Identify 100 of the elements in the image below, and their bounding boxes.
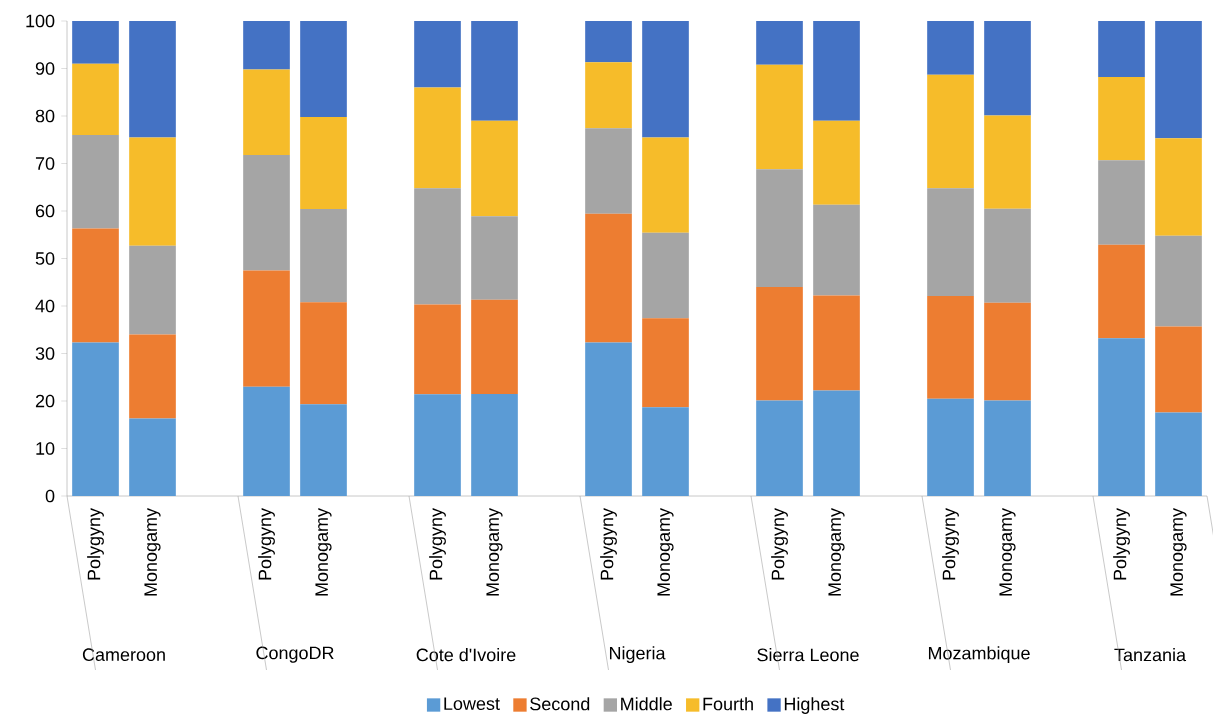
bar	[927, 296, 974, 399]
text: Cameroon	[82, 648, 165, 662]
y-tick-label: 90	[35, 62, 55, 75]
x-tick-label: Monogamy	[315, 508, 332, 596]
bar	[129, 137, 176, 246]
bar	[300, 404, 347, 497]
y-tick-label: 20	[35, 394, 55, 408]
bar	[813, 120, 860, 205]
bar	[984, 400, 1031, 497]
bar	[813, 204, 860, 296]
bar	[471, 21, 518, 121]
x-tick-label: Monogamy	[1170, 508, 1187, 596]
bar	[300, 209, 347, 303]
bar	[129, 245, 176, 335]
bar	[927, 21, 974, 75]
bar	[1155, 412, 1202, 497]
text: Cote d'Ivoire	[416, 648, 516, 662]
y-tick-label: 10	[36, 442, 55, 455]
bar	[300, 21, 347, 117]
bar	[471, 393, 518, 497]
bar	[642, 137, 689, 233]
y-tick-label: 80	[35, 109, 55, 123]
text: CongoDR	[256, 646, 334, 663]
bar	[642, 407, 689, 497]
bar	[756, 21, 803, 65]
y-tick-label: 0	[45, 489, 55, 503]
x-tick-label: Polygyny	[600, 508, 617, 580]
bar	[756, 64, 803, 170]
bar	[642, 232, 689, 319]
bar	[243, 69, 290, 155]
bar	[471, 299, 518, 394]
bar	[300, 302, 347, 405]
bar	[585, 21, 632, 63]
bar	[813, 21, 860, 121]
bar	[243, 270, 290, 387]
bar	[471, 216, 518, 300]
bar	[1098, 244, 1145, 339]
bar	[585, 128, 632, 214]
bar	[1155, 235, 1202, 327]
x-tick-label: Polygyny	[258, 508, 275, 580]
bar	[1098, 338, 1145, 497]
bar	[72, 21, 119, 64]
x-tick-label: Monogamy	[657, 508, 674, 596]
x-tick-label: Monogamy	[144, 508, 161, 596]
bar	[984, 21, 1031, 116]
bar	[642, 21, 689, 138]
bar	[1098, 160, 1145, 245]
bar	[984, 208, 1031, 303]
y-tick-label: 50	[35, 252, 55, 265]
bar	[243, 386, 290, 497]
legend-label: Lowest	[444, 697, 500, 711]
y-tick-label: 70	[35, 157, 55, 170]
y-tick-label: 100	[26, 14, 55, 28]
legend-label: Second	[530, 697, 590, 711]
bar	[243, 21, 290, 70]
text: Tanzania	[1114, 648, 1187, 662]
y-tick-label: 60	[35, 204, 55, 218]
bar	[72, 63, 119, 135]
x-tick-label: Monogamy	[828, 508, 845, 596]
x-tick-label: Monogamy	[999, 508, 1016, 596]
bar	[756, 169, 803, 287]
x-tick-label: Monogamy	[486, 508, 503, 596]
bar	[927, 398, 974, 497]
legend-label: Fourth	[703, 697, 753, 711]
bar	[243, 154, 290, 271]
legend-label: Highest	[784, 697, 845, 714]
y-tick-label: 40	[35, 299, 55, 313]
bar	[414, 188, 461, 305]
bar	[72, 228, 119, 343]
bar	[72, 135, 119, 229]
bar	[756, 400, 803, 497]
bar	[984, 115, 1031, 209]
x-tick-label: Polygyny	[429, 508, 446, 580]
bar	[585, 62, 632, 129]
legend-label: Middle	[621, 697, 672, 711]
text: Sierra Leone	[757, 648, 859, 662]
bar	[585, 342, 632, 497]
y-tick-label: 30	[35, 347, 55, 360]
bar	[414, 304, 461, 395]
bar	[813, 390, 860, 497]
bar	[813, 295, 860, 391]
bar	[984, 302, 1031, 401]
bar	[414, 87, 461, 189]
bar	[1098, 21, 1145, 78]
text: Mozambique	[928, 646, 1030, 664]
bar	[129, 418, 176, 497]
text: Nigeria	[609, 646, 666, 664]
bar	[129, 334, 176, 419]
bar	[1098, 77, 1145, 161]
bar	[414, 21, 461, 88]
bar	[927, 188, 974, 297]
x-tick-label: Polygyny	[942, 508, 959, 580]
x-tick-label: Polygyny	[87, 508, 104, 580]
bar	[471, 120, 518, 217]
bar	[642, 318, 689, 408]
bar	[927, 74, 974, 189]
bar	[756, 287, 803, 401]
bar	[72, 342, 119, 497]
bar	[300, 116, 347, 210]
bar	[1155, 326, 1202, 413]
